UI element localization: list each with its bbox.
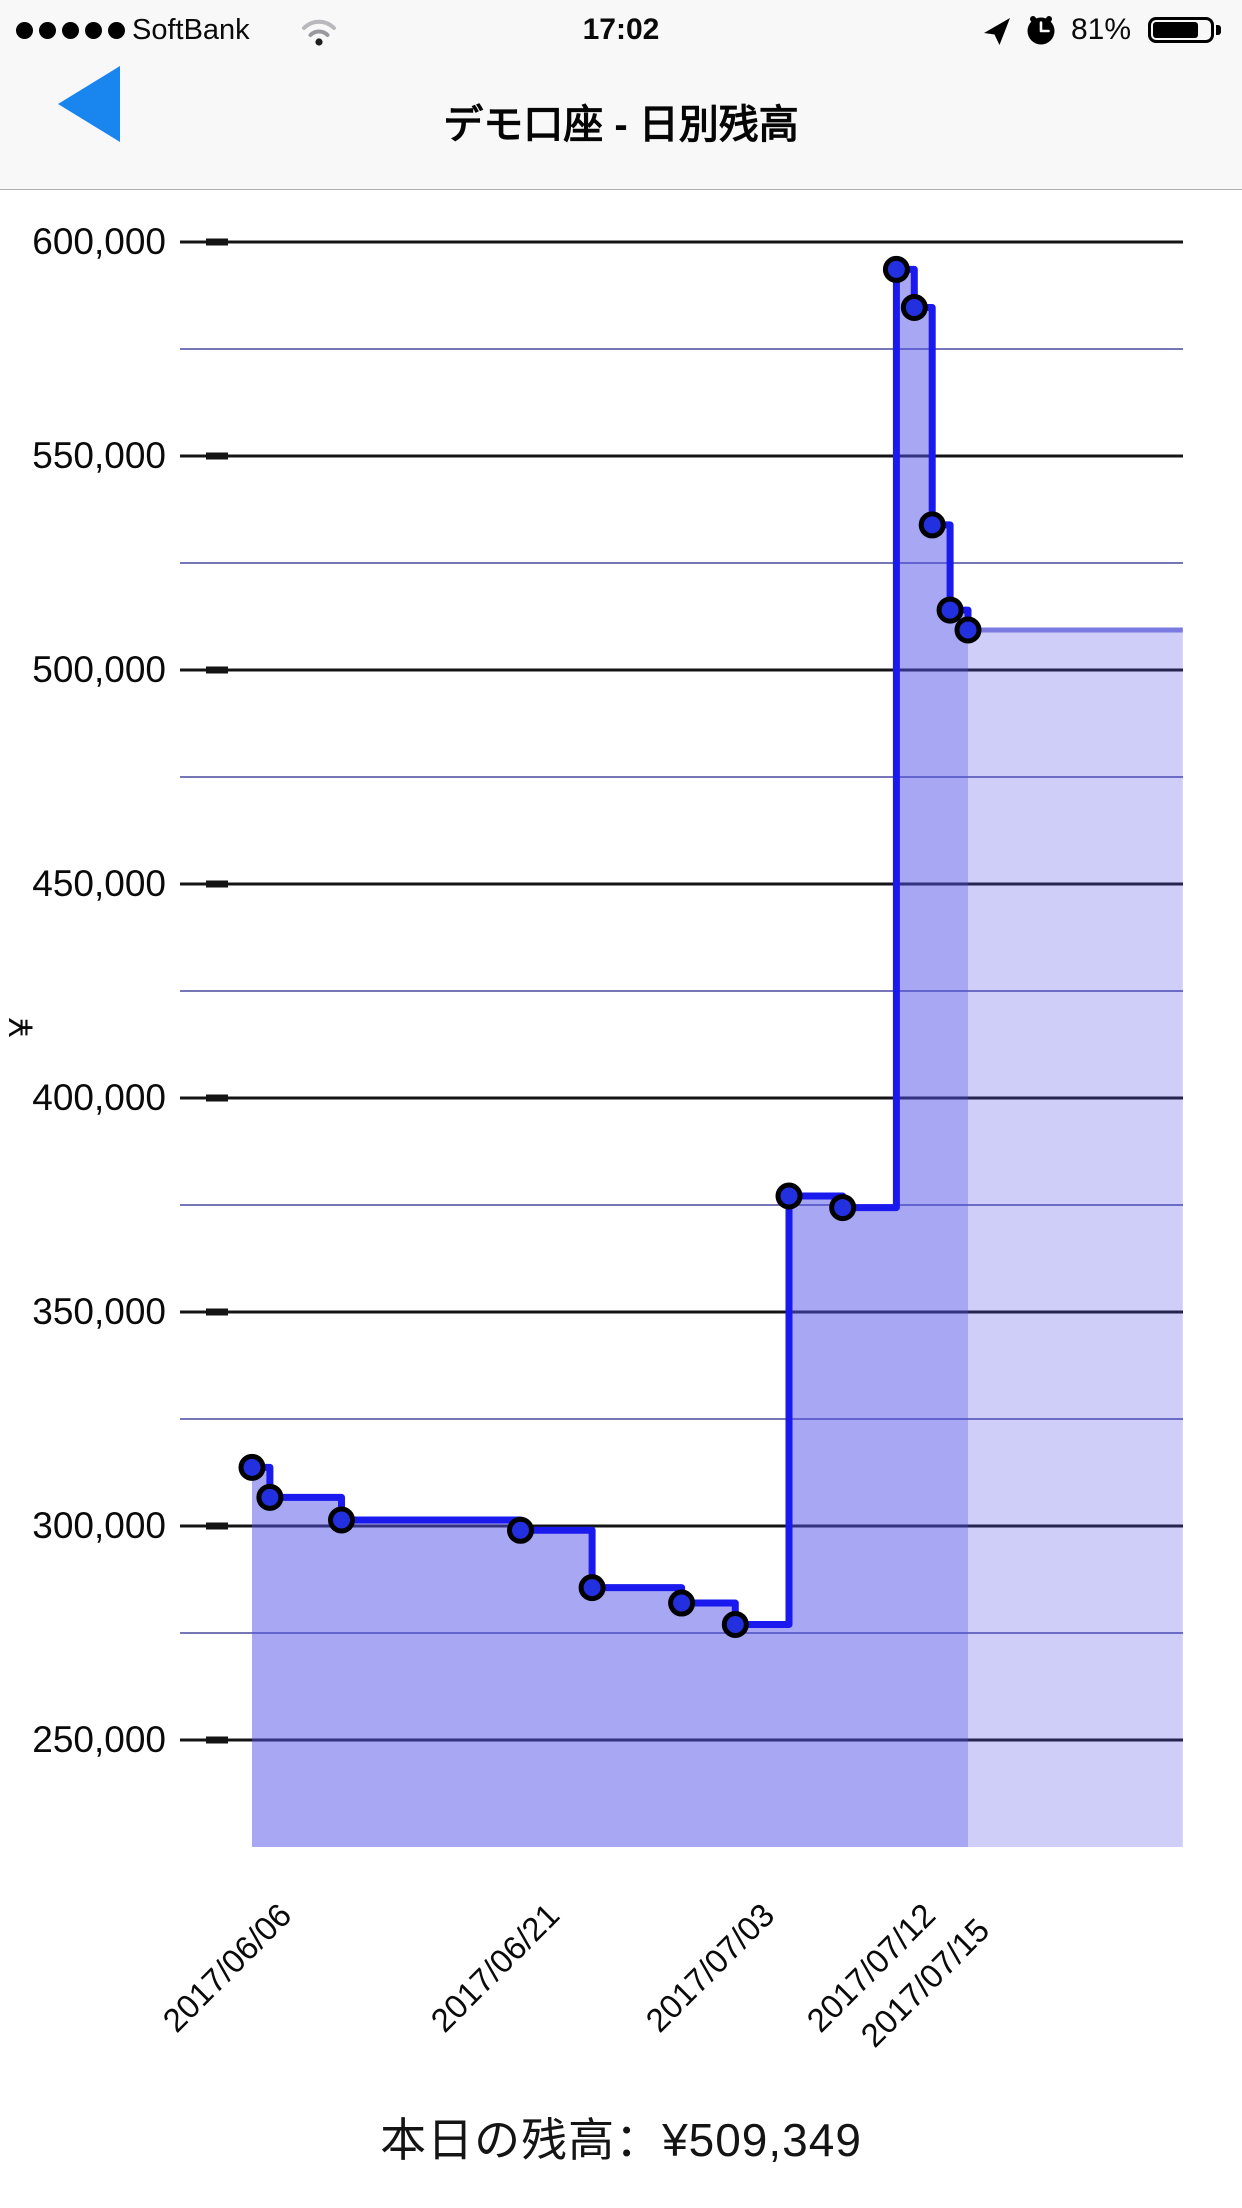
signal-dot	[108, 22, 125, 39]
signal-strength-dots-icon	[16, 22, 125, 39]
top-chrome: SoftBank 17:02 81%	[0, 0, 1242, 190]
data-point-marker[interactable]	[328, 1506, 355, 1534]
y-axis-tick-label: 250,000	[32, 1719, 166, 1760]
back-button[interactable]	[40, 55, 150, 165]
data-point-marker[interactable]	[918, 511, 946, 539]
y-axis-tick-label: 350,000	[32, 1291, 166, 1332]
y-axis-tick-label: 500,000	[32, 649, 166, 690]
data-point-marker[interactable]	[238, 1453, 266, 1481]
data-point-marker[interactable]	[578, 1574, 606, 1602]
y-axis-tick-label: 550,000	[32, 435, 166, 476]
battery-icon	[1148, 17, 1214, 43]
alarm-clock-icon	[1024, 13, 1058, 52]
y-axis-tick-label: 300,000	[32, 1505, 166, 1546]
carrier-label: SoftBank	[132, 14, 250, 46]
data-point-marker[interactable]	[775, 1182, 803, 1210]
battery-nub	[1216, 25, 1221, 35]
data-point-marker[interactable]	[882, 255, 910, 283]
data-point-marker[interactable]	[668, 1589, 696, 1617]
data-point-marker[interactable]	[507, 1516, 534, 1544]
battery-percent-label: 81%	[1071, 13, 1132, 46]
data-point-marker[interactable]	[900, 293, 928, 321]
clock-time-label: 17:02	[582, 13, 660, 46]
location-arrow-icon	[981, 15, 1013, 52]
today-balance-label: 本日の残高：¥509,349	[380, 2114, 862, 2166]
status-bar: SoftBank 17:02 81%	[0, 0, 1242, 60]
wifi-icon	[300, 16, 338, 51]
y-axis-tick-label: 450,000	[32, 863, 166, 904]
signal-dot	[62, 22, 79, 39]
y-axis-tick-label: 400,000	[32, 1077, 166, 1118]
data-point-marker[interactable]	[721, 1610, 749, 1638]
y-axis-tick-label: 600,000	[32, 221, 166, 262]
y-axis-title: ¥	[2, 1018, 41, 1037]
back-triangle-icon	[58, 66, 120, 142]
data-point-marker[interactable]	[954, 616, 982, 644]
data-point-marker[interactable]	[936, 596, 964, 624]
balance-area-fill	[252, 269, 968, 1848]
signal-dot	[39, 22, 56, 39]
signal-dot	[85, 22, 102, 39]
page-title: デモ口座 - 日別残高	[443, 103, 799, 147]
signal-dot	[16, 22, 33, 39]
balance-step-line	[248, 265, 972, 1628]
projection-area-fill	[968, 629, 1183, 1847]
data-point-marker[interactable]	[829, 1194, 857, 1222]
data-point-marker[interactable]	[256, 1483, 284, 1511]
battery-fill	[1153, 22, 1199, 38]
